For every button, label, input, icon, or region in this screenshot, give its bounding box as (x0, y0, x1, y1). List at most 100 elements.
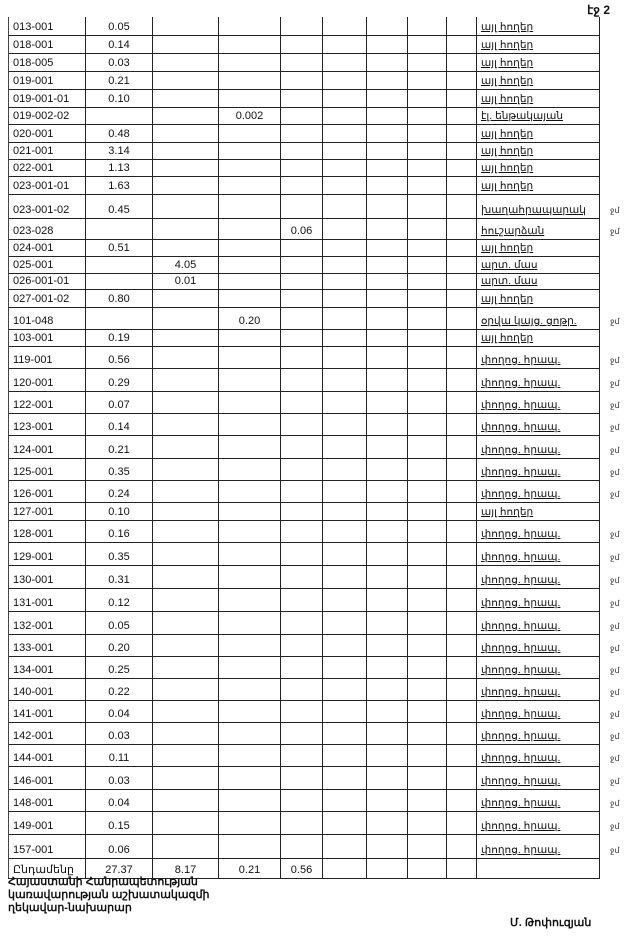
area-value (366, 413, 407, 435)
parcel-code: 013-001 (8, 17, 85, 35)
area-value (218, 329, 280, 346)
area-value (152, 124, 218, 142)
area-value (280, 588, 322, 611)
area-value (152, 71, 218, 89)
land-use-desc: փողոց. հրապ. (476, 346, 600, 368)
parcel-code: 018-001 (8, 35, 85, 53)
area-value: 0.19 (85, 329, 152, 346)
area-value (322, 789, 366, 811)
area-value (85, 256, 152, 273)
margin-mark: ջմ (610, 530, 620, 539)
table-row: 018-005 0.03 այլ հողեր (8, 53, 600, 72)
area-value (407, 811, 446, 834)
area-value: 0.51 (85, 239, 152, 256)
area-value (322, 435, 366, 458)
margin-mark: ջմ (610, 754, 620, 763)
area-value (152, 107, 218, 124)
area-value: 27.37 (85, 858, 152, 878)
area-value (322, 656, 366, 678)
area-value (407, 239, 446, 256)
area-value (280, 458, 322, 480)
area-value (218, 588, 280, 611)
area-value (218, 346, 280, 368)
area-value: 0.25 (85, 656, 152, 678)
area-value (280, 520, 322, 542)
area-value (218, 256, 280, 273)
area-value (322, 89, 366, 107)
area-value (446, 678, 476, 700)
area-value (366, 520, 407, 542)
table-row: 101-048 0.20 օրվա կայց. ցոթր. ջմ (8, 307, 620, 330)
area-value (366, 588, 407, 611)
area-value (407, 413, 446, 435)
area-value (407, 789, 446, 811)
land-use-desc: այլ հողեր (476, 176, 600, 194)
area-value (322, 858, 366, 878)
area-value (280, 107, 322, 124)
area-value: 3.14 (85, 142, 152, 159)
area-value (366, 239, 407, 256)
area-value (407, 89, 446, 107)
area-value (446, 520, 476, 542)
parcel-code: 140-001 (8, 678, 85, 700)
land-use-desc: փողոց. հրապ. (476, 834, 600, 858)
parcel-code: 023-001-02 (8, 194, 85, 218)
area-value (407, 289, 446, 307)
land-use-desc: փողոց. հրապ. (476, 520, 600, 542)
parcel-code: 127-001 (8, 502, 85, 520)
area-value (446, 588, 476, 611)
table-row: 027-001-02 0.80 այլ հողեր (8, 289, 600, 308)
land-use-desc: փողոց. հրապ. (476, 811, 600, 834)
area-value (152, 789, 218, 811)
area-value (446, 142, 476, 159)
area-value (407, 435, 446, 458)
margin-mark: ջմ (610, 379, 620, 388)
land-use-desc: փողոց. հրապ. (476, 611, 600, 634)
area-value (446, 811, 476, 834)
area-value: 4.05 (152, 256, 218, 273)
area-value (218, 678, 280, 700)
table-row: 146-001 0.03 փողոց. հրապ. ջմ (8, 766, 620, 790)
area-value (366, 700, 407, 722)
area-value (280, 811, 322, 834)
parcel-code: 131-001 (8, 588, 85, 611)
land-use-desc: այլ հողեր (476, 159, 600, 176)
land-use-desc: հուշարձան (476, 218, 600, 239)
area-value (280, 346, 322, 368)
area-value (218, 35, 280, 53)
parcel-code: 018-005 (8, 53, 85, 71)
table-row: 149-001 0.15 փողոց. հրապ. ջմ (8, 811, 620, 835)
area-value: 0.01 (152, 273, 218, 289)
land-use-desc: այլ հողեր (476, 71, 600, 89)
table-row: 103-001 0.19 այլ հողեր (8, 329, 600, 347)
area-value (218, 722, 280, 744)
area-value (322, 307, 366, 329)
area-value (407, 256, 446, 273)
area-value (446, 53, 476, 71)
area-value (446, 542, 476, 565)
area-value (322, 678, 366, 700)
area-value (280, 834, 322, 858)
area-value (152, 89, 218, 107)
area-value (152, 17, 218, 35)
land-use-desc: փողոց. հրապ. (476, 722, 600, 744)
parcel-code: 126-001 (8, 480, 85, 502)
area-value (218, 520, 280, 542)
area-value (366, 307, 407, 329)
area-value: 0.07 (85, 391, 152, 413)
area-value (218, 239, 280, 256)
area-value (446, 565, 476, 588)
area-value (280, 368, 322, 391)
area-value: 0.45 (85, 194, 152, 218)
area-value (322, 458, 366, 480)
table-row: 122-001 0.07 փողոց. հրապ. ջմ (8, 391, 620, 414)
area-value (280, 273, 322, 289)
area-value (280, 656, 322, 678)
area-value (152, 413, 218, 435)
area-value (446, 124, 476, 142)
area-value: 8.17 (152, 858, 218, 878)
area-value (407, 35, 446, 53)
area-value (446, 391, 476, 413)
land-use-desc: փողոց. հրապ. (476, 368, 600, 391)
area-value (85, 307, 152, 329)
